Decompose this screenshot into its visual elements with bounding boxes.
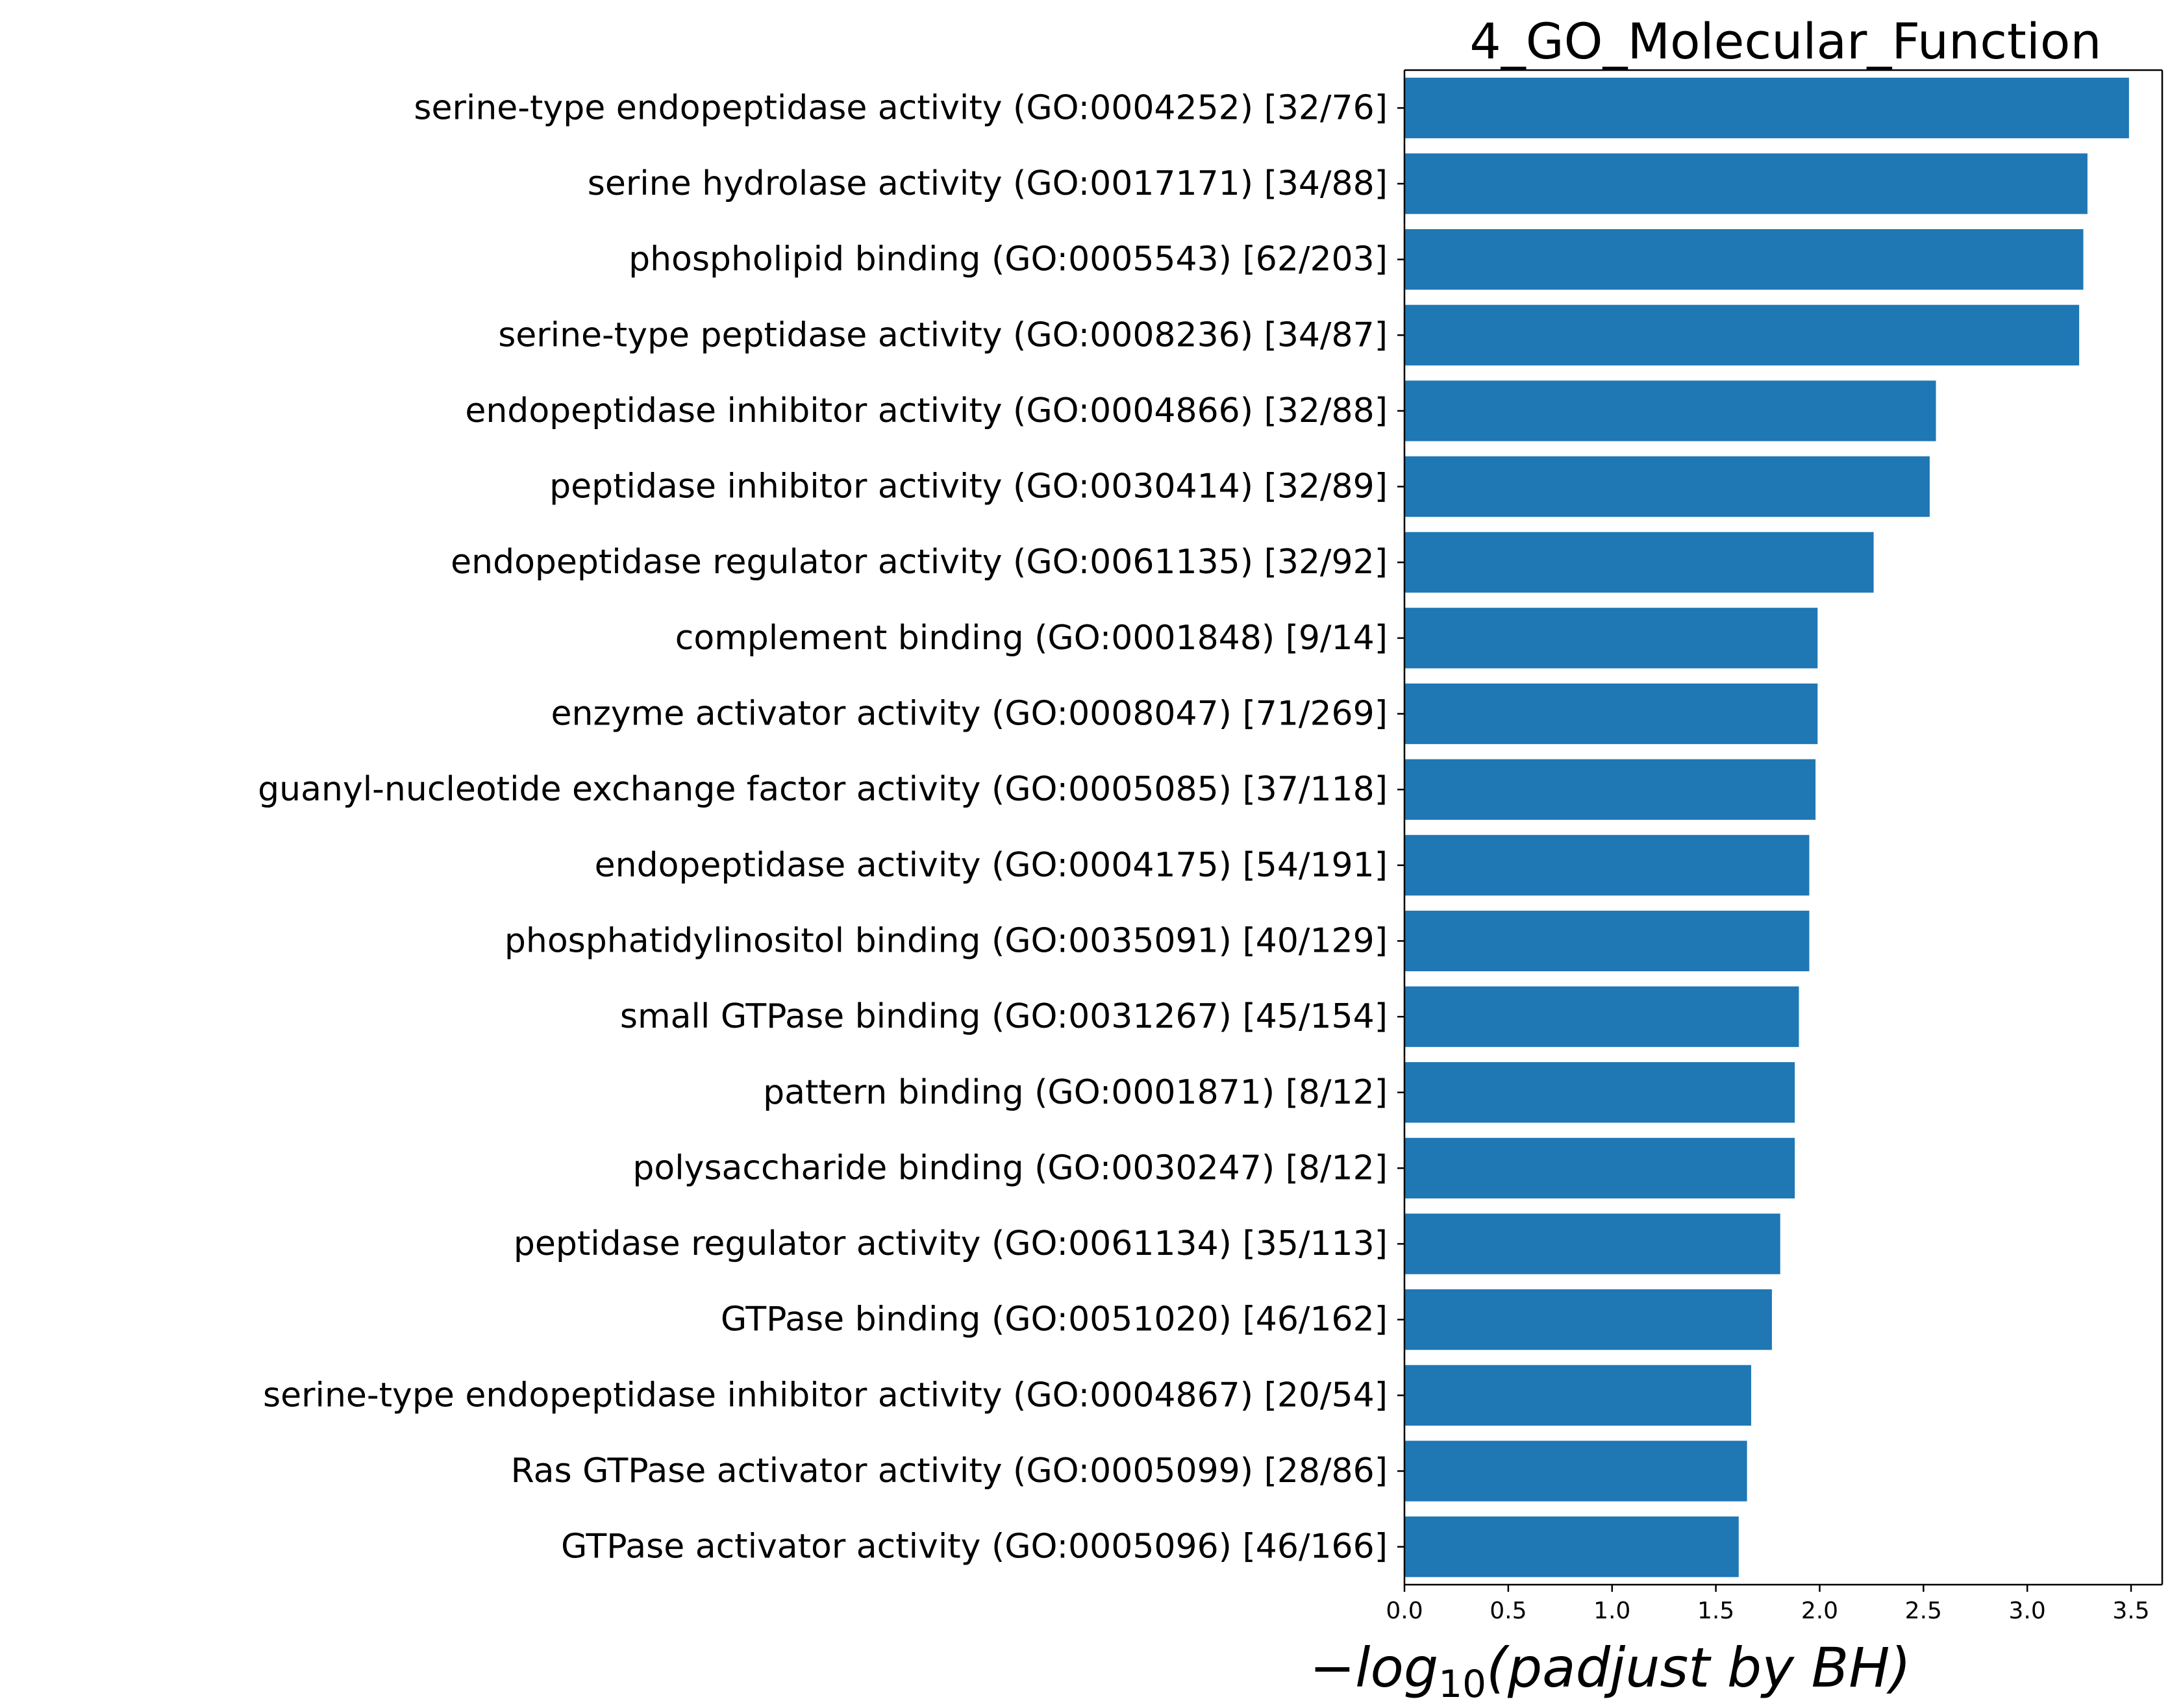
category-label: small GTPase binding (GO:0031267) [45/15…: [620, 997, 1388, 1036]
bar: [1404, 153, 2088, 214]
category-label: Ras GTPase activator activity (GO:000509…: [511, 1452, 1388, 1491]
category-label: serine-type endopeptidase activity (GO:0…: [414, 88, 1388, 127]
category-label: GTPase activator activity (GO:0005096) […: [561, 1528, 1388, 1566]
x-tick-label: 1.0: [1593, 1598, 1630, 1624]
category-label: complement binding (GO:0001848) [9/14]: [675, 619, 1388, 658]
bar: [1404, 456, 1930, 517]
x-axis-label-minus: −: [1310, 1636, 1355, 1700]
x-tick-label: 1.5: [1697, 1598, 1734, 1624]
bar: [1404, 910, 1810, 972]
category-label: serine-type endopeptidase inhibitor acti…: [263, 1376, 1388, 1415]
bar: [1404, 608, 1818, 669]
x-tick-label: 0.0: [1386, 1598, 1423, 1624]
category-label: guanyl-nucleotide exchange factor activi…: [258, 770, 1388, 809]
x-axis-label-rest: (padjust by BH): [1486, 1636, 1911, 1700]
bar: [1404, 77, 2129, 138]
bar: [1404, 304, 2080, 365]
category-label: peptidase inhibitor activity (GO:0030414…: [549, 467, 1388, 506]
bar: [1404, 835, 1810, 896]
axes: [1403, 69, 2164, 1586]
category-label: endopeptidase regulator activity (GO:006…: [451, 543, 1388, 582]
bar: [1404, 532, 1874, 593]
category-label: serine-type peptidase activity (GO:00082…: [498, 316, 1388, 354]
category-label: endopeptidase activity (GO:0004175) [54/…: [595, 846, 1388, 885]
category-label: peptidase regulator activity (GO:0061134…: [514, 1224, 1388, 1263]
bar: [1404, 986, 1799, 1047]
x-tick-label: 2.0: [1801, 1598, 1838, 1624]
bar: [1404, 1137, 1795, 1199]
category-labels: serine-type endopeptidase activity (GO:0…: [258, 88, 1404, 1566]
chart-title: 4_GO_Molecular_Function: [1469, 12, 2101, 70]
x-tick-label: 3.0: [2009, 1598, 2046, 1624]
bar: [1404, 683, 1818, 745]
x-axis-label-log: log: [1355, 1636, 1438, 1700]
x-tick-label: 0.5: [1490, 1598, 1527, 1624]
bar: [1404, 1213, 1780, 1274]
category-label: polysaccharide binding (GO:0030247) [8/1…: [632, 1148, 1388, 1187]
category-label: phospholipid binding (GO:0005543) [62/20…: [629, 240, 1388, 279]
x-axis-label: −log10(padjust by BH): [1310, 1636, 1911, 1706]
x-axis-label-subscript: 10: [1438, 1662, 1486, 1706]
bar: [1404, 1062, 1795, 1123]
bar: [1404, 1365, 1751, 1426]
bar: [1404, 1289, 1772, 1350]
bar: [1404, 1516, 1739, 1578]
category-label: serine hydrolase activity (GO:0017171) […: [588, 164, 1388, 203]
bar: [1404, 229, 2084, 290]
bars-group: [1404, 77, 2129, 1578]
bar: [1404, 380, 1936, 441]
x-tick-label: 2.5: [1905, 1598, 1942, 1624]
category-label: GTPase binding (GO:0051020) [46/162]: [721, 1300, 1388, 1339]
bar: [1404, 759, 1816, 820]
x-tick-label: 3.5: [2112, 1598, 2149, 1624]
category-label: pattern binding (GO:0001871) [8/12]: [763, 1073, 1388, 1112]
x-axis-ticks: 0.0 0.5 1.0 1.5 2.0 2.5 3.0 3.5: [1386, 1585, 2150, 1624]
category-label: phosphatidylinositol binding (GO:0035091…: [505, 921, 1388, 960]
bar: [1404, 1441, 1747, 1502]
category-label: endopeptidase inhibitor activity (GO:000…: [465, 391, 1388, 430]
category-label: enzyme activator activity (GO:0008047) […: [551, 695, 1388, 734]
